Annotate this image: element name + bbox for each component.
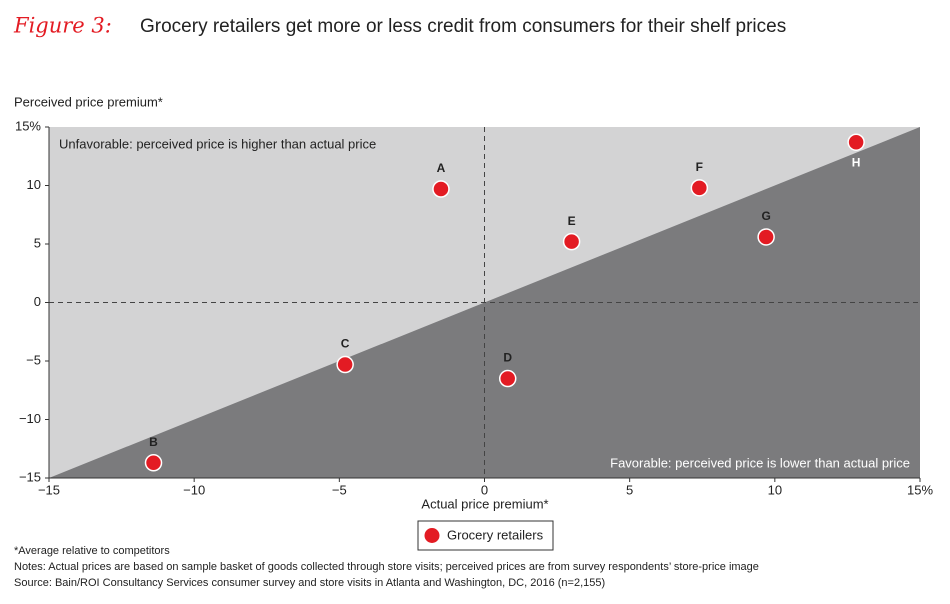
y-tick-label: −10 xyxy=(19,411,41,426)
data-point xyxy=(432,180,450,198)
data-point xyxy=(144,454,163,472)
x-tick-label: 0 xyxy=(481,482,488,497)
data-point xyxy=(690,179,709,197)
data-point xyxy=(757,228,775,246)
x-tick-label: −10 xyxy=(183,482,205,497)
chart-title: Grocery retailers get more or less credi… xyxy=(140,16,786,37)
legend-box xyxy=(417,520,554,551)
x-axis-label: Actual price premium* xyxy=(421,496,548,511)
point-label: H xyxy=(852,155,861,169)
y-tick-label: −5 xyxy=(26,352,41,367)
y-tick-label: 5 xyxy=(34,235,41,250)
legend-marker xyxy=(424,528,440,543)
y-tick-label: 0 xyxy=(34,294,41,309)
point-label: F xyxy=(696,160,703,174)
legend-label: Grocery retailers xyxy=(447,527,544,542)
data-point xyxy=(498,369,517,388)
point-label: G xyxy=(761,209,770,223)
footnote: Notes: Actual prices are based on sample… xyxy=(14,561,759,573)
annotation: Unfavorable: perceived price is higher t… xyxy=(59,136,376,151)
x-tick-label: −15 xyxy=(38,482,60,497)
data-point xyxy=(562,232,581,251)
x-tick-label: 10 xyxy=(768,482,782,497)
y-axis-label: Perceived price premium* xyxy=(14,94,163,109)
data-point xyxy=(847,133,865,151)
footnote: Source: Bain/ROI Consultancy Services co… xyxy=(14,577,605,589)
data-point xyxy=(336,355,354,374)
point-label: E xyxy=(568,214,576,228)
y-tick-label: 15% xyxy=(15,118,41,133)
y-tick-label: 10 xyxy=(27,177,41,192)
point-label: A xyxy=(437,161,446,175)
x-tick-label: 5 xyxy=(626,482,633,497)
point-label: C xyxy=(341,337,350,351)
title-prefix: Figure 3: xyxy=(13,14,112,38)
x-tick-label: −5 xyxy=(332,482,347,497)
point-label: B xyxy=(149,435,158,449)
x-tick-label: 15% xyxy=(907,482,933,497)
footnote: *Average relative to competitors xyxy=(14,545,170,557)
annotation: Favorable: perceived price is lower than… xyxy=(610,455,910,470)
y-tick-label: −15 xyxy=(19,469,41,484)
point-label: D xyxy=(503,351,512,365)
